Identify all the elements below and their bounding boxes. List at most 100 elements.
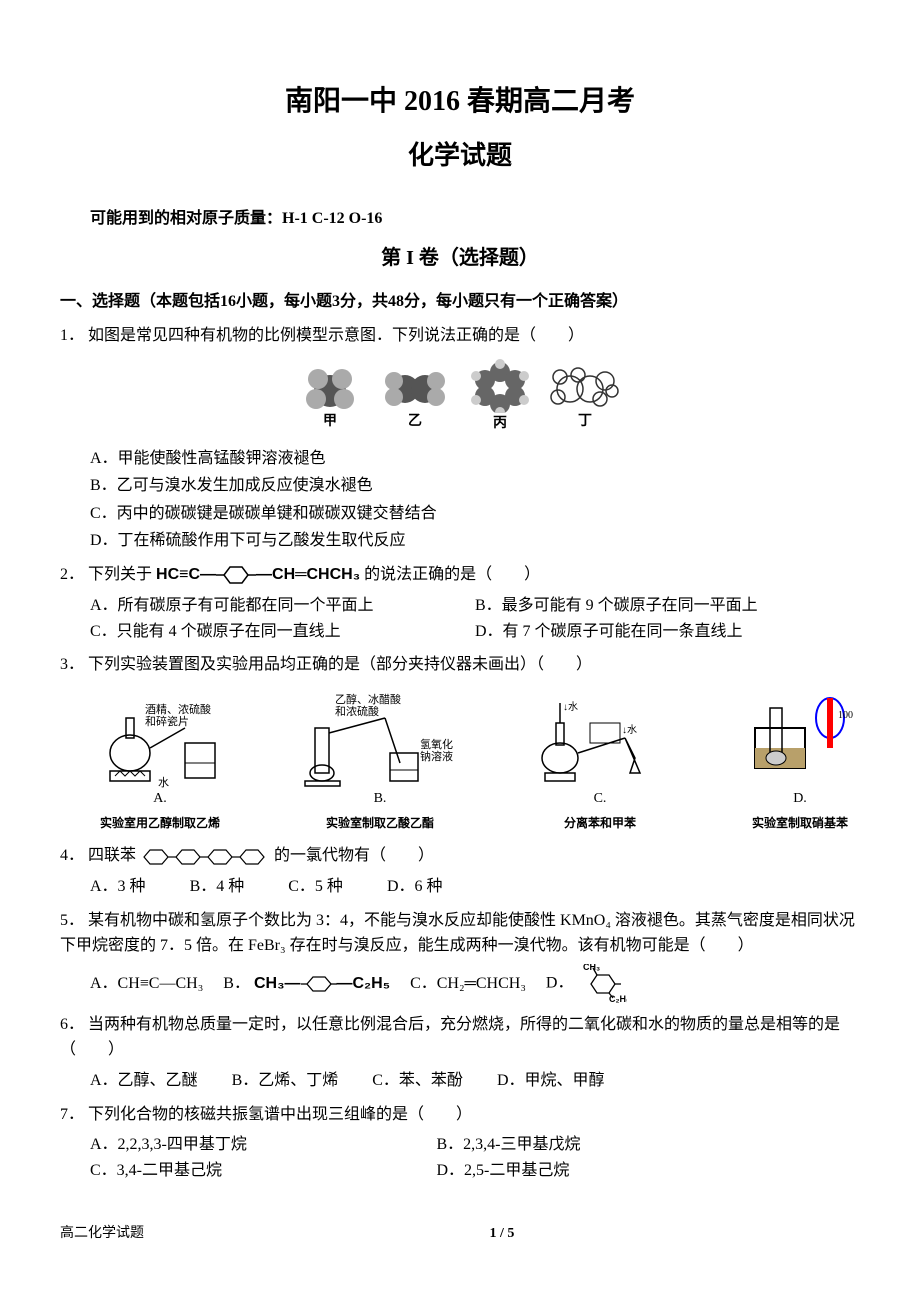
formula-right: —CH═CHCH₃: [256, 562, 360, 588]
q5-num: 5．: [60, 912, 84, 929]
benzene-icon: [216, 563, 256, 587]
q6-opt-a: A．乙醇、乙醚: [90, 1072, 198, 1089]
q2-options: A．所有碳原子有可能都在同一个平面上 B．最多可能有 9 个碳原子在同一平面上 …: [60, 593, 860, 644]
opt-d-label: D．: [546, 974, 574, 991]
q2-num: 2．: [60, 566, 84, 583]
exp-letter: C.: [594, 791, 607, 806]
question-7: 7． 下列化合物的核磁共振氢谱中出现三组峰的是（ ） A．2,2,3,3-四甲基…: [60, 1102, 860, 1184]
molecule-icon: [470, 358, 530, 413]
part-header: 一、选择题（本题包括16小题，每小题3分，共48分，每小题只有一个正确答案）: [60, 289, 860, 315]
q1-opt-d: D．丁在稀硫酸作用下可与乙酸发生取代反应: [90, 528, 860, 554]
question-6: 6． 当两种有机物总质量一定时，以任意比例混合后，充分燃烧，所得的二氧化碳和水的…: [60, 1012, 860, 1094]
question-3: 3． 下列实验装置图及实验用品均正确的是（部分夹持仪器未画出）（ ） 酒精、浓硫…: [60, 652, 860, 833]
exp-caption: 实验室制取乙酸乙酯: [326, 814, 434, 833]
svg-text:乙醇、冰醋酸: 乙醇、冰醋酸: [335, 692, 401, 706]
q6-opt-c: C．苯、苯酚: [372, 1072, 463, 1089]
apparatus-icon: 100: [740, 688, 860, 788]
apparatus-icon: 酒精、浓硫酸 和碎瓷片 水: [90, 688, 230, 788]
q1-opt-b: B．乙可与溴水发生加成反应使溴水褪色: [90, 473, 860, 499]
q4-opt-d: D．6 种: [387, 878, 443, 895]
q2-opt-d: D．有 7 个碳原子可能在同一条直线上: [475, 619, 860, 645]
q2-formula: HC≡C— —CH═CHCH₃: [156, 562, 360, 588]
molecule-icon: [550, 361, 620, 411]
benzene-icon: [301, 973, 337, 995]
q2-opt-c: C．只能有 4 个碳原子在同一直线上: [90, 619, 475, 645]
q1-opt-c: C．丙中的碳碳键是碳碳单键和碳碳双键交替结合: [90, 501, 860, 527]
footer-page: 1 / 5: [490, 1223, 515, 1245]
molecule-icon: [380, 361, 450, 411]
exp-caption: 实验室制取硝基苯: [752, 814, 848, 833]
q1-models: 甲 乙: [60, 358, 860, 435]
exp-caption: 实验室用乙醇制取乙烯: [100, 814, 220, 833]
q2-text-pre: 下列关于: [88, 566, 156, 583]
opt-b-label: B．: [223, 975, 250, 992]
q7-opt-a: A．2,2,3,3-四甲基丁烷: [90, 1132, 437, 1158]
model-label: 乙: [408, 411, 422, 433]
svg-text:酒精、浓硫酸: 酒精、浓硫酸: [145, 702, 211, 716]
q5-text: 某有机物中碳和氢原子个数比为 3：4，不能与溴水反应却能使酸性 KMnO₄ 溶液…: [60, 912, 855, 955]
q4-opt-a: A．3 种: [90, 878, 146, 895]
exp-d: 100 D. 实验室制取硝基苯: [740, 688, 860, 834]
title-main: 南阳一中 2016 春期高二月考: [60, 80, 860, 125]
svg-text:和碎瓷片: 和碎瓷片: [145, 714, 189, 728]
atomic-mass-info: 可能用到的相对原子质量：H-1 C-12 O-16: [90, 206, 860, 232]
q7-text: 下列化合物的核磁共振氢谱中出现三组峰的是（ ）: [88, 1106, 472, 1123]
q5-opt-c: C．CH₂═CHCH₃: [410, 971, 526, 997]
section-header: 第 I 卷（选择题）: [60, 242, 860, 274]
q5-opt-a: A．CH≡C—CH₃: [90, 971, 203, 997]
svg-text:和浓硫酸: 和浓硫酸: [335, 704, 379, 718]
svg-text:CH₃: CH₃: [583, 964, 600, 972]
exp-b: 乙醇、冰醋酸 和浓硫酸 氢氧化 钠溶液 B. 实验室制取乙酸乙酯: [300, 688, 460, 834]
exp-letter: A.: [153, 791, 167, 806]
q7-num: 7．: [60, 1106, 84, 1123]
svg-text:↓水: ↓水: [622, 724, 637, 736]
q1-opt-a: A．甲能使酸性高锰酸钾溶液褪色: [90, 446, 860, 472]
q6-text: 当两种有机物总质量一定时，以任意比例混合后，充分燃烧，所得的二氧化碳和水的物质的…: [60, 1016, 840, 1059]
q4-text-post: 的一氯代物有（ ）: [274, 847, 434, 864]
b-right: —C₂H₅: [337, 971, 391, 997]
q7-options: A．2,2,3,3-四甲基丁烷 B．2,3,4-三甲基戊烷 C．3,4-二甲基己…: [60, 1132, 860, 1183]
q7-opt-d: D．2,5-二甲基己烷: [437, 1158, 784, 1184]
benzene-meta-icon: CH₃ C₂H₅: [577, 964, 627, 1004]
svg-text:钠溶液: 钠溶液: [420, 749, 453, 763]
question-2: 2． 下列关于 HC≡C— —CH═CHCH₃ 的说法正确的是（ ） A．所有碳…: [60, 562, 860, 644]
model-jia: 甲: [300, 361, 360, 433]
q4-opt-b: B．4 种: [190, 878, 245, 895]
q5-opt-d: D． CH₃ C₂H₅: [546, 964, 628, 1004]
q2-opt-a: A．所有碳原子有可能都在同一个平面上: [90, 593, 475, 619]
q6-opt-b: B．乙烯、丁烯: [232, 1072, 339, 1089]
page-footer: 高二化学试题 1 / 5: [60, 1223, 860, 1245]
q1-text: 如图是常见四种有机物的比例模型示意图．下列说法正确的是（ ）: [88, 327, 584, 344]
model-yi: 乙: [380, 361, 450, 433]
model-ding: 丁: [550, 361, 620, 433]
apparatus-icon: ↓水 ↓水: [530, 688, 670, 788]
q7-opt-c: C．3,4-二甲基己烷: [90, 1158, 437, 1184]
model-label: 甲: [323, 411, 337, 433]
q4-options: A．3 种 B．4 种 C．5 种 D．6 种: [60, 874, 860, 900]
exp-caption: 分离苯和甲苯: [564, 814, 636, 833]
q3-experiments: 酒精、浓硫酸 和碎瓷片 水 A. 实验室用乙醇制取乙烯 乙醇、冰醋酸 和浓硫酸 …: [60, 688, 860, 834]
exp-letter: B.: [374, 791, 387, 806]
svg-text:100: 100: [838, 710, 853, 721]
exp-a: 酒精、浓硫酸 和碎瓷片 水 A. 实验室用乙醇制取乙烯: [90, 688, 230, 834]
q5-options: A．CH≡C—CH₃ B． CH₃— —C₂H₅ C．CH₂═CHCH₃ D．: [60, 964, 860, 1004]
q5-opt-b: B． CH₃— —C₂H₅: [223, 971, 390, 997]
svg-text:↓水: ↓水: [563, 701, 578, 713]
q4-formula: [140, 845, 270, 869]
q1-num: 1．: [60, 327, 84, 344]
svg-text:水: 水: [158, 776, 169, 788]
exp-c: ↓水 ↓水 C. 分离苯和甲苯: [530, 688, 670, 834]
q6-opt-d: D．甲烷、甲醇: [497, 1072, 605, 1089]
q4-opt-c: C．5 种: [288, 878, 343, 895]
q7-opt-b: B．2,3,4-三甲基戊烷: [437, 1132, 784, 1158]
q6-num: 6．: [60, 1016, 84, 1033]
title-sub: 化学试题: [60, 135, 860, 177]
footer-left: 高二化学试题: [60, 1223, 144, 1245]
apparatus-icon: 乙醇、冰醋酸 和浓硫酸 氢氧化 钠溶液: [300, 688, 460, 788]
q4-text-pre: 四联苯: [88, 847, 140, 864]
question-5: 5． 某有机物中碳和氢原子个数比为 3：4，不能与溴水反应却能使酸性 KMnO₄…: [60, 908, 860, 1004]
question-1: 1． 如图是常见四种有机物的比例模型示意图．下列说法正确的是（ ） 甲 乙: [60, 323, 860, 554]
q4-num: 4．: [60, 847, 84, 864]
q1-options: A．甲能使酸性高锰酸钾溶液褪色 B．乙可与溴水发生加成反应使溴水褪色 C．丙中的…: [60, 446, 860, 554]
b-left: CH₃—: [254, 971, 301, 997]
